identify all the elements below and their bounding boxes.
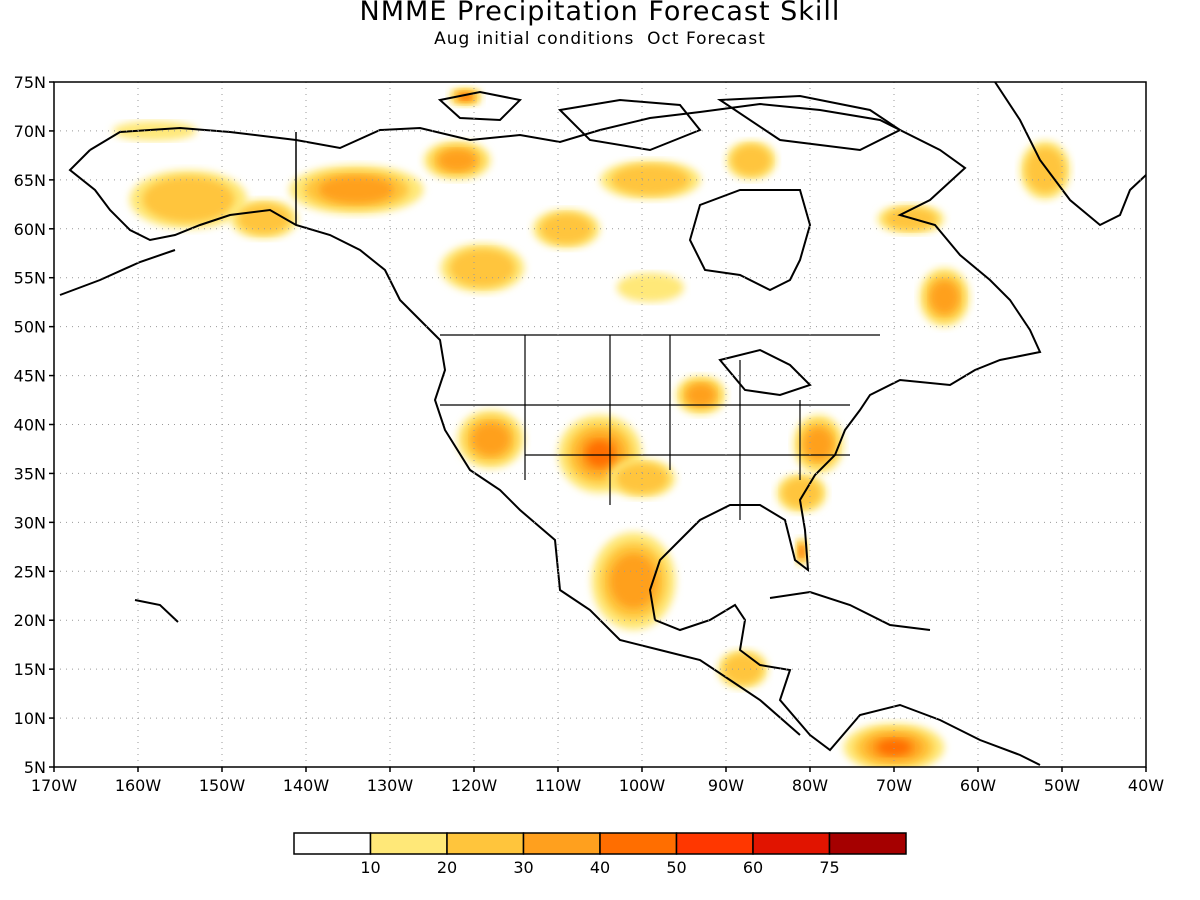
skill-region-alaska-nw [112, 121, 197, 141]
colorbar-label: 50 [666, 858, 686, 877]
skill-region-saskatchewan [532, 209, 601, 249]
lat-label: 20N [14, 611, 46, 630]
skill-region-alaska-se [230, 199, 298, 239]
lat-label: 10N [14, 709, 46, 728]
lon-label: 60W [960, 776, 996, 795]
lat-label: 5N [24, 758, 46, 777]
longitude-labels: 170W 160W 150W 140W 130W 120W 110W 100W 90W 80W 70… [31, 767, 1164, 795]
skill-region-florida [794, 537, 809, 567]
coastline [59, 82, 1146, 766]
lon-label: 160W [115, 776, 162, 795]
skill-region-venezuela [843, 722, 945, 767]
lon-label: 110W [535, 776, 582, 795]
colorbar-label: 75 [819, 858, 839, 877]
skill-region-central-america [717, 649, 768, 689]
lon-label: 120W [451, 776, 498, 795]
lon-label: 50W [1044, 776, 1080, 795]
skill-region-ontario-north [616, 272, 685, 303]
skill-region-california [457, 409, 525, 469]
colorbar-swatch [599, 832, 678, 855]
lon-label: 170W [31, 776, 78, 795]
us-state-borders [440, 334, 880, 520]
lat-label: 25N [14, 562, 46, 581]
map-subtitle: Aug initial conditions Oct Forecast [434, 29, 766, 49]
skill-region-yukon [289, 165, 424, 215]
lat-label: 60N [14, 220, 46, 239]
colorbar-label: 40 [590, 858, 610, 877]
colorbar-label: 30 [513, 858, 533, 877]
lon-label: 40W [1128, 776, 1164, 795]
colorbar-swatch [293, 832, 372, 855]
graticule [54, 82, 1146, 767]
lon-label: 80W [792, 776, 828, 795]
skill-region-nw-territories [423, 140, 491, 180]
colorbar-label: 20 [437, 858, 457, 877]
colorbar-swatch [752, 832, 831, 855]
lat-label: 75N [14, 73, 46, 92]
lat-label: 65N [14, 171, 46, 190]
lon-label: 130W [367, 776, 414, 795]
lat-label: 15N [14, 660, 46, 679]
latitude-labels: 5N 10N 15N 20N 25N 30N 35N 40N 45N 50N 55N 60N 65N 70… [14, 73, 54, 777]
skill-region-nunavut [600, 160, 701, 200]
lat-label: 35N [14, 464, 46, 483]
lat-label: 40N [14, 416, 46, 435]
colorbar-swatch [675, 832, 754, 855]
colorbar-label: 60 [743, 858, 763, 877]
skill-region-baffin [726, 140, 777, 180]
skill-region-alaska-sw [129, 170, 248, 229]
lat-label: 70N [14, 122, 46, 141]
skill-region-banks-island [448, 86, 483, 107]
skill-region-carolinas [776, 473, 827, 513]
lon-label: 100W [619, 776, 666, 795]
lat-label: 30N [14, 513, 46, 532]
skill-region-mexico [591, 532, 676, 630]
skill-region-bc-north [440, 243, 525, 293]
colorbar-swatch [369, 832, 448, 855]
skill-shading [112, 86, 1071, 767]
lat-label: 55N [14, 269, 46, 288]
lat-label: 50N [14, 318, 46, 337]
skill-region-virginia [793, 414, 844, 474]
colorbar-swatch [522, 832, 601, 855]
lon-label: 150W [199, 776, 246, 795]
lat-label: 45N [14, 367, 46, 386]
lon-label: 70W [876, 776, 912, 795]
skill-region-labrador [919, 267, 970, 327]
skill-region-iowa [675, 375, 726, 415]
colorbar-swatch [446, 832, 525, 855]
colorbar-label: 10 [360, 858, 380, 877]
lon-label: 140W [283, 776, 330, 795]
colorbar: 10 20 30 40 50 60 75 [293, 832, 907, 877]
map-title: NMME Precipitation Forecast Skill [359, 0, 841, 27]
lon-label: 90W [708, 776, 744, 795]
colorbar-swatch [828, 832, 907, 855]
